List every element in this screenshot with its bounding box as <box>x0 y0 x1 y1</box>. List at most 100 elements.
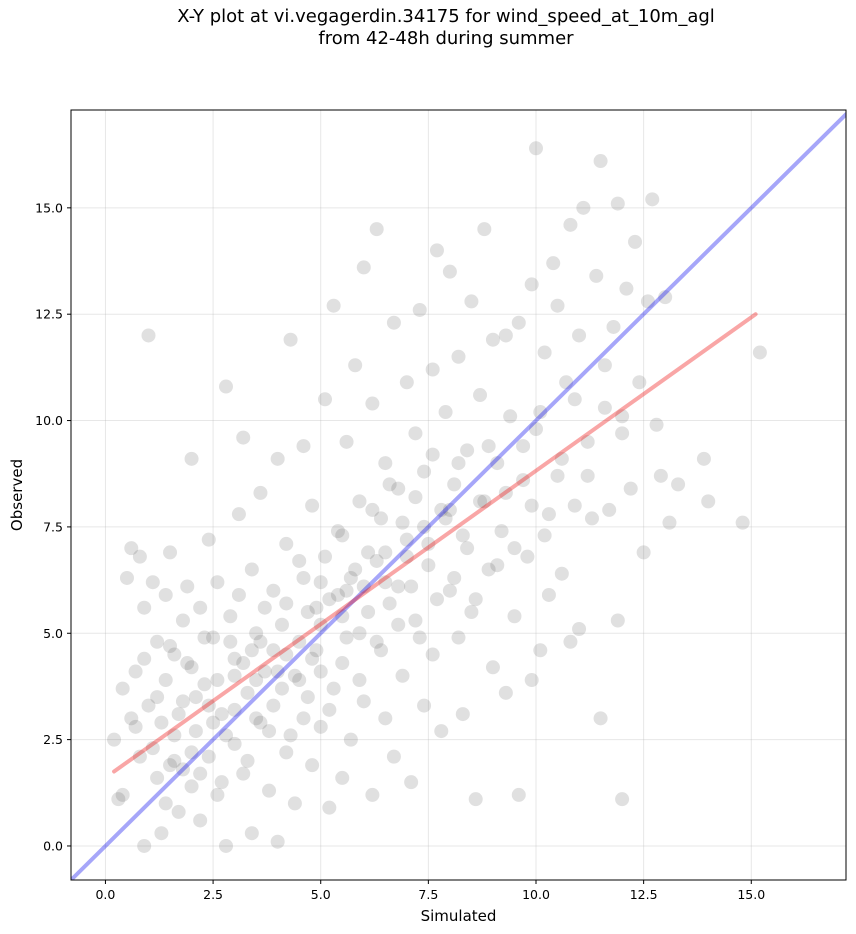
data-point <box>378 456 393 471</box>
data-point <box>309 643 324 658</box>
data-point <box>171 707 186 722</box>
data-point <box>516 439 531 454</box>
data-point <box>615 792 630 807</box>
data-point <box>180 656 195 671</box>
data-point <box>206 630 221 645</box>
data-point <box>330 587 345 602</box>
data-point <box>468 592 483 607</box>
data-point <box>374 511 388 526</box>
data-point <box>193 813 208 828</box>
data-point <box>563 217 578 232</box>
data-point <box>184 451 199 466</box>
data-point <box>335 609 350 624</box>
data-point <box>279 596 294 611</box>
data-point <box>391 617 406 632</box>
data-point <box>494 524 509 539</box>
data-point <box>115 681 130 696</box>
data-point <box>356 694 371 709</box>
data-point <box>386 315 401 330</box>
data-point <box>175 694 190 709</box>
data-point <box>615 426 630 441</box>
data-point <box>490 456 505 471</box>
data-point <box>348 358 363 373</box>
data-point <box>219 838 233 853</box>
data-point <box>636 545 651 560</box>
data-point <box>623 481 638 496</box>
data-point <box>318 549 333 564</box>
data-point <box>365 502 380 517</box>
grid-lines <box>71 110 846 880</box>
plot-area-frame <box>70 109 847 881</box>
data-point <box>473 388 488 403</box>
data-point <box>175 762 190 777</box>
data-point <box>541 507 556 522</box>
data-point <box>253 715 268 730</box>
y-tick-label: 15.0 <box>35 200 63 215</box>
data-point <box>649 417 664 432</box>
data-point <box>270 451 285 466</box>
data-point <box>442 264 457 279</box>
data-point <box>529 422 543 437</box>
data-point <box>421 558 436 573</box>
data-point <box>425 447 440 462</box>
data-point <box>632 375 647 390</box>
data-point <box>421 536 436 551</box>
data-point <box>305 498 320 513</box>
data-point <box>132 549 147 564</box>
data-point <box>481 562 496 577</box>
data-point <box>193 766 208 781</box>
data-point <box>455 528 470 543</box>
data-point <box>597 358 612 373</box>
data-point <box>305 758 320 773</box>
data-point <box>167 728 182 743</box>
data-point <box>529 141 543 156</box>
data-point <box>615 409 630 424</box>
data-point <box>163 639 178 654</box>
data-point <box>128 664 143 679</box>
x-axis-label: Simulated <box>421 907 497 925</box>
data-point <box>425 647 440 662</box>
data-point <box>447 477 462 492</box>
data-point <box>132 749 147 764</box>
data-point <box>313 575 328 590</box>
data-point <box>322 702 337 717</box>
data-point <box>283 728 298 743</box>
data-point <box>567 498 582 513</box>
data-point <box>520 549 535 564</box>
data-point <box>628 234 643 249</box>
data-point <box>438 405 453 420</box>
data-point <box>477 222 492 237</box>
data-point <box>378 545 393 560</box>
data-point <box>490 558 505 573</box>
data-point <box>434 724 449 739</box>
data-point <box>412 302 427 317</box>
data-point <box>249 673 264 688</box>
data-point <box>296 711 311 726</box>
data-point <box>524 673 539 688</box>
data-point <box>318 392 333 407</box>
data-point <box>352 626 367 641</box>
data-point <box>141 328 156 343</box>
data-point <box>640 294 655 309</box>
data-point <box>253 634 268 649</box>
y-tick-label: 12.5 <box>35 307 63 322</box>
data-point <box>417 464 432 479</box>
data-point <box>167 647 182 662</box>
data-point <box>137 600 152 615</box>
y-tick-label: 2.5 <box>43 732 63 747</box>
data-point <box>361 604 376 619</box>
data-point <box>219 379 233 394</box>
data-point <box>365 396 380 411</box>
data-point <box>584 511 599 526</box>
data-point <box>533 405 548 420</box>
data-point <box>395 515 410 530</box>
data-point <box>296 570 311 585</box>
data-point <box>352 673 367 688</box>
data-point <box>244 826 259 841</box>
data-point <box>546 256 561 271</box>
data-point <box>206 715 221 730</box>
data-point <box>253 485 268 500</box>
data-point <box>503 409 518 424</box>
y-axis-ticks: 0.0 2.5 5.0 7.5 10.0 12.5 15.0 <box>35 200 71 853</box>
